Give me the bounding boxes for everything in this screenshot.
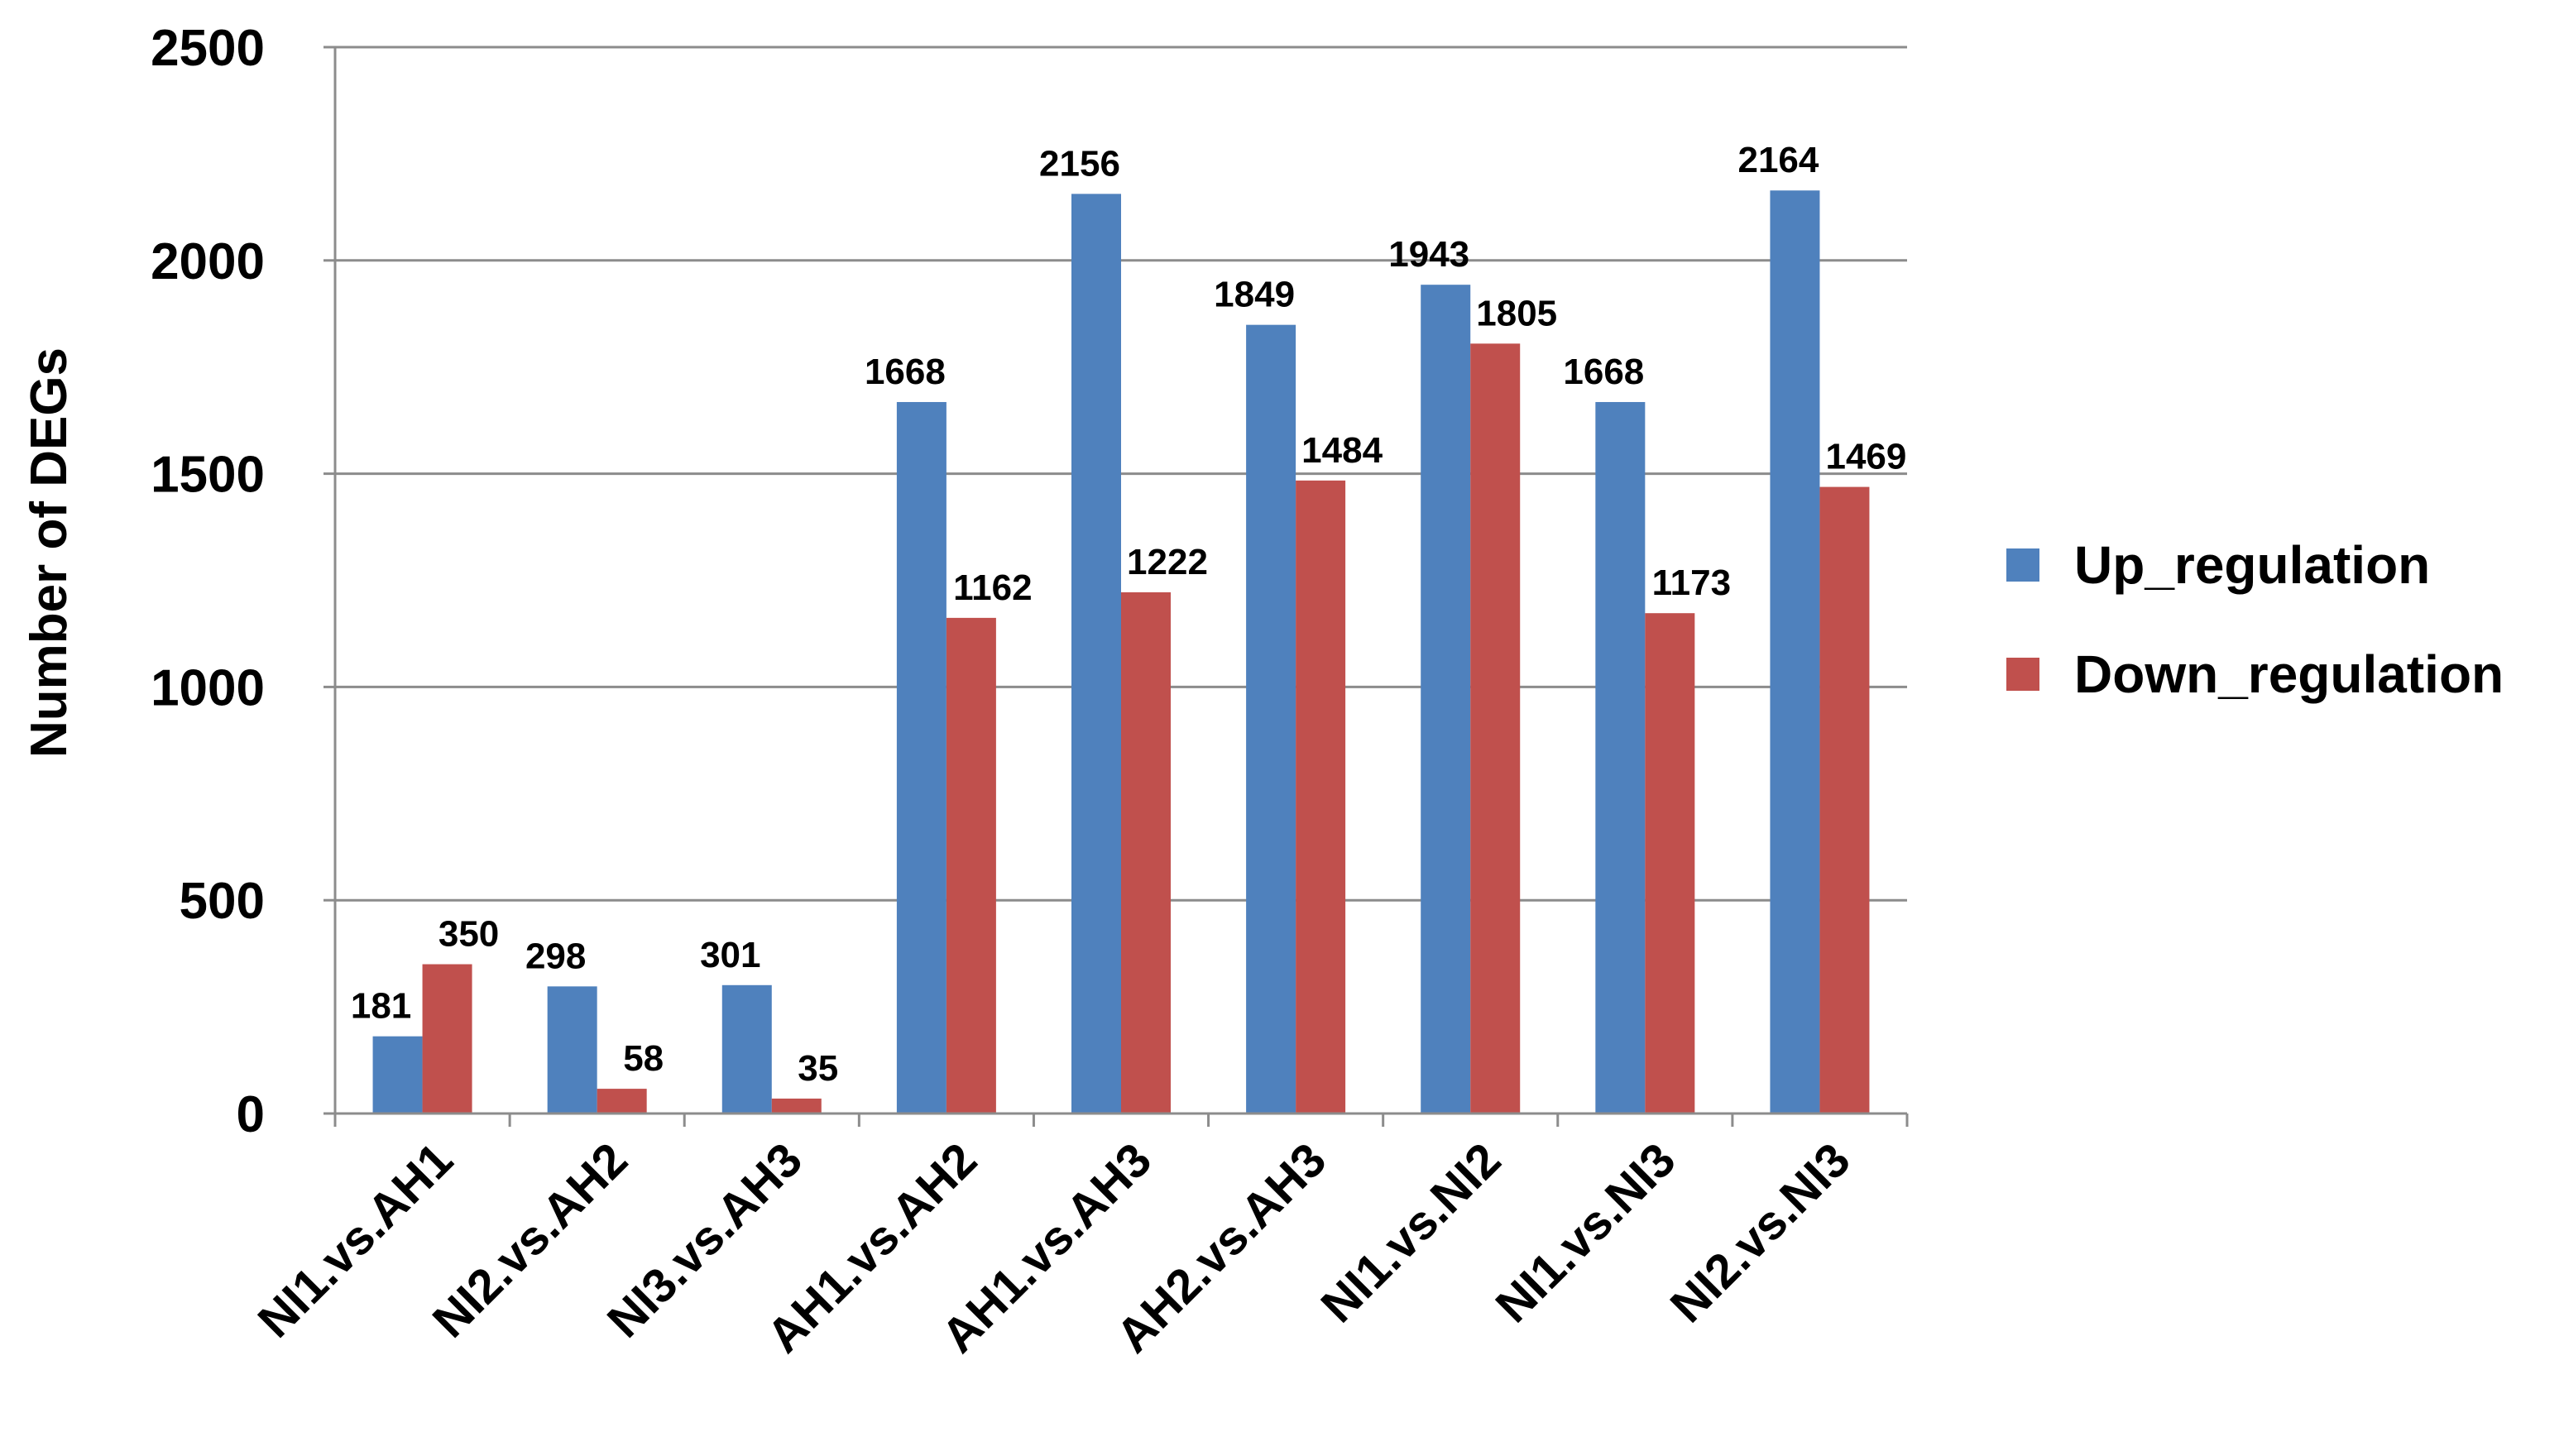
bar-down-regulation xyxy=(422,964,472,1114)
bar-up-regulation xyxy=(1246,324,1296,1114)
bar-down-regulation xyxy=(1296,480,1346,1114)
bar-up-regulation xyxy=(1770,190,1820,1114)
data-label: 301 xyxy=(700,935,760,975)
bar-up-regulation xyxy=(896,401,947,1114)
data-label: 1668 xyxy=(865,352,946,392)
data-label: 2164 xyxy=(1737,140,1819,180)
y-axis-title: Number of DEGs xyxy=(21,347,78,758)
data-label: 1849 xyxy=(1214,275,1295,315)
bar-up-regulation xyxy=(547,986,597,1114)
bar-down-regulation xyxy=(1121,592,1171,1114)
x-tick-label: NI2.vs.NI3 xyxy=(1661,1133,1861,1333)
legend-label: Down_regulation xyxy=(2074,644,2504,704)
data-label: 1943 xyxy=(1388,234,1469,275)
bar-down-regulation xyxy=(1819,486,1870,1114)
data-label: 1668 xyxy=(1563,352,1644,392)
legend-swatch-up xyxy=(2006,548,2039,582)
data-label: 1222 xyxy=(1127,542,1208,582)
bar-down-regulation xyxy=(597,1089,647,1114)
bar-up-regulation xyxy=(1071,194,1121,1114)
bar-down-regulation xyxy=(1645,613,1695,1114)
y-tick-label: 0 xyxy=(237,1086,265,1143)
x-tick-labels: NI1.vs.AH1NI2.vs.AH2NI3.vs.AH3AH1.vs.AH2… xyxy=(248,1133,1861,1363)
bar-down-regulation xyxy=(771,1098,822,1114)
data-label: 1173 xyxy=(1652,563,1731,603)
data-label: 181 xyxy=(351,986,411,1027)
x-tick-label: NI1.vs.NI2 xyxy=(1311,1133,1511,1333)
y-tick-label: 1500 xyxy=(151,447,265,504)
data-labels: 181 350 298 58 301 35 1668 1162 2156 1222 1849 1484… xyxy=(351,140,1907,1089)
bar-up-regulation xyxy=(1595,401,1646,1114)
data-label: 58 xyxy=(623,1038,664,1079)
bar-down-regulation xyxy=(946,617,996,1114)
data-label: 298 xyxy=(525,936,586,976)
data-label: 35 xyxy=(798,1048,838,1089)
data-label: 1162 xyxy=(953,568,1032,608)
bar-up-regulation xyxy=(721,984,772,1114)
y-tick-labels: 0 500 1000 1500 2000 2500 xyxy=(151,20,265,1143)
bar-down-regulation xyxy=(1470,343,1521,1114)
legend: Up_regulation Down_regulation xyxy=(2006,535,2504,704)
legend-label: Up_regulation xyxy=(2074,535,2430,595)
bars xyxy=(372,190,1870,1114)
x-tick-label: NI1.vs.NI3 xyxy=(1486,1133,1686,1333)
legend-swatch-down xyxy=(2006,658,2039,691)
bar-up-regulation xyxy=(372,1036,423,1114)
data-label: 1805 xyxy=(1476,293,1557,333)
data-label: 2156 xyxy=(1039,143,1120,184)
y-tick-label: 2500 xyxy=(151,20,265,77)
y-tick-label: 1000 xyxy=(151,659,265,716)
data-label: 350 xyxy=(439,914,499,955)
data-label: 1484 xyxy=(1301,430,1383,471)
y-tick-label: 2000 xyxy=(151,233,265,290)
axes xyxy=(323,46,1909,1127)
data-label: 1469 xyxy=(1825,437,1906,477)
y-tick-label: 500 xyxy=(180,873,265,930)
bar-up-regulation xyxy=(1421,285,1471,1114)
